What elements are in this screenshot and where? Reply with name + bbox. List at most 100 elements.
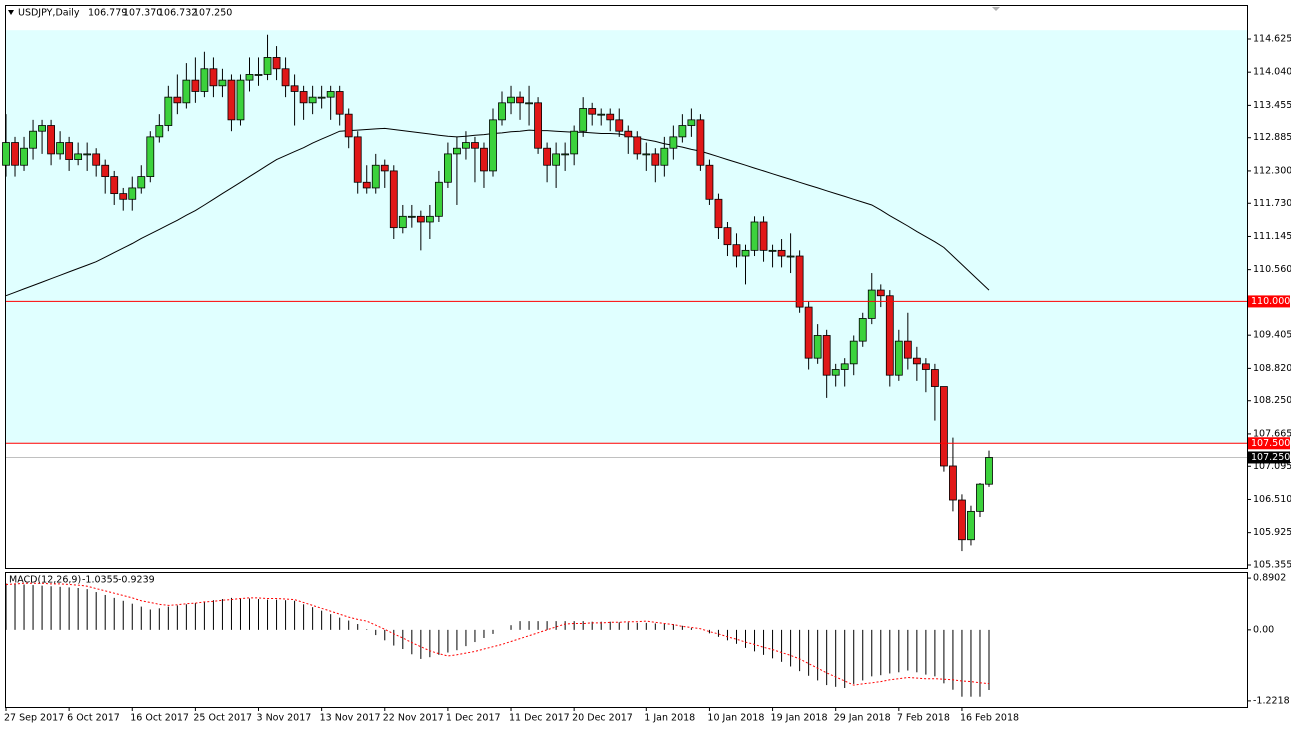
moving-average (5, 127, 990, 297)
x-tick-label: 1 Dec 2017 (446, 713, 501, 724)
candle-body (633, 136, 642, 155)
x-tick-label: 7 Feb 2018 (897, 713, 950, 724)
candle-body (949, 465, 957, 501)
candle-body (218, 79, 227, 87)
candle-body (516, 96, 524, 104)
candle-body (173, 96, 182, 104)
candle-body (976, 483, 984, 512)
candle-body (299, 91, 308, 104)
candle-body (155, 125, 164, 138)
candle-body (182, 79, 191, 104)
candle-body (110, 176, 119, 195)
candle-body (543, 147, 552, 166)
candle-body (750, 221, 759, 251)
candle-body (227, 79, 236, 121)
candle-body (714, 198, 723, 229)
candle-body (669, 136, 678, 149)
x-tick-label: 25 Oct 2017 (193, 713, 252, 724)
candle-body (678, 125, 687, 138)
candle-body (353, 136, 362, 183)
candle-body (2, 142, 10, 166)
candle-body (858, 318, 867, 342)
y-tick-label: 110.560 (1253, 264, 1291, 275)
candle-body (867, 289, 876, 319)
candle-body (534, 102, 542, 149)
candle-body (822, 335, 831, 376)
open-value: 106.779 (88, 8, 127, 19)
candle-body (795, 255, 804, 308)
candle-body (940, 386, 948, 467)
candle-body (317, 96, 326, 99)
x-tick-label: 11 Dec 2017 (509, 713, 570, 724)
candle-body (579, 108, 588, 132)
zone (6, 30, 1247, 444)
candle-body (813, 335, 822, 359)
candle-body (119, 193, 128, 200)
price-panel-frame (5, 5, 1248, 569)
y-tick-label: 112.885 (1253, 132, 1291, 143)
signal-value: -0.9239 (118, 575, 155, 586)
y-tick-label: 113.455 (1253, 100, 1291, 111)
candle-body (92, 153, 101, 166)
y-tick-label: 105.355 (1253, 559, 1291, 570)
candle-body (687, 119, 696, 126)
x-tick-label: 16 Oct 2017 (130, 713, 189, 724)
candle-body (885, 295, 894, 376)
candle-body (281, 68, 290, 87)
candle-body (389, 170, 398, 229)
y-tick-label: 108.250 (1253, 395, 1291, 406)
level-label: 110.000 (1251, 296, 1290, 307)
y-tick-label: 114.040 (1253, 67, 1291, 78)
menu-arrow[interactable] (8, 10, 14, 15)
candle-body (65, 142, 74, 160)
candle-body (290, 85, 299, 92)
candle-body (480, 147, 488, 172)
candle-body (308, 96, 317, 104)
candle-body (615, 119, 624, 132)
y-tick-label: 106.510 (1253, 494, 1291, 505)
candle-body (768, 249, 777, 252)
candle-body (416, 215, 425, 223)
x-tick-label: 6 Oct 2017 (67, 713, 120, 724)
candle-body (453, 147, 461, 155)
candle-body (903, 340, 912, 359)
candle-body (380, 164, 389, 172)
y-tick-label: 105.925 (1253, 527, 1291, 538)
candle-body (137, 176, 146, 189)
candle-body (362, 181, 371, 189)
y-tick-label: -1.2218 (1253, 695, 1290, 706)
y-tick-label: 112.300 (1253, 165, 1291, 176)
candle-body (83, 153, 92, 156)
macd-value: -1.0355 (82, 575, 119, 586)
candle-body (200, 68, 209, 92)
candle-body (164, 96, 173, 126)
candle-body (236, 79, 245, 121)
y-tick-label: 108.820 (1253, 363, 1291, 374)
candle-body (254, 74, 263, 76)
candle-body (344, 113, 353, 138)
x-tick-label: 16 Feb 2018 (960, 713, 1019, 724)
candle-body (11, 142, 19, 166)
current-price-box (1248, 451, 1290, 464)
candle-body (777, 249, 786, 257)
candle-body (29, 130, 37, 149)
y-tick-label: 109.405 (1253, 330, 1291, 341)
signal-line (5, 582, 990, 686)
x-tick-label: 3 Nov 2017 (257, 713, 312, 724)
candle-body (101, 164, 110, 177)
candle-body (624, 130, 633, 138)
y-tick-label: 107.665 (1253, 428, 1291, 439)
candle-body (642, 153, 651, 156)
candle-body (570, 130, 579, 155)
x-tick-label: 13 Nov 2017 (320, 713, 381, 724)
candle-body (74, 153, 83, 160)
candle-body (471, 142, 479, 149)
candle-body (759, 221, 768, 251)
candle-body (804, 306, 813, 359)
candle-body (272, 57, 281, 70)
candle-body (525, 102, 533, 105)
candle-body (958, 499, 966, 541)
y-tick-label: 107.095 (1253, 461, 1291, 472)
candle-body (128, 187, 137, 200)
